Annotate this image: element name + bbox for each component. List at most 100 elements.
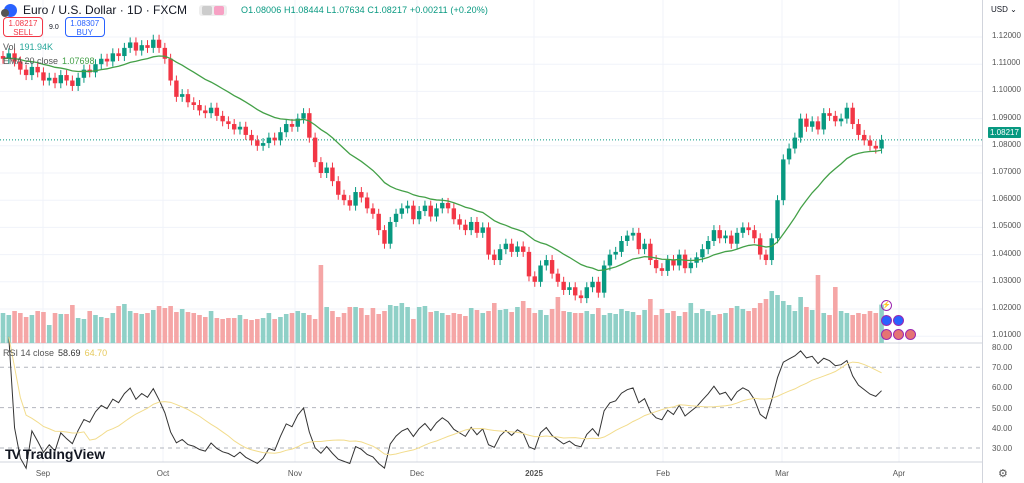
price-tick: 1.06000 xyxy=(992,194,1021,204)
time-tick: Nov xyxy=(287,469,303,478)
sell-button[interactable]: 1.08217 SELL xyxy=(3,17,43,37)
buy-button[interactable]: 1.08307 BUY xyxy=(64,17,105,37)
candle-body xyxy=(573,287,578,296)
candle-body xyxy=(208,107,214,114)
candle-body xyxy=(341,194,347,201)
volume-bar xyxy=(416,307,422,343)
candle-body xyxy=(723,235,728,239)
candle-body xyxy=(428,205,433,217)
candle-body xyxy=(266,137,272,144)
volume-bar xyxy=(775,295,780,343)
volume-bar xyxy=(867,311,873,343)
volume-bar xyxy=(561,311,566,343)
price-tick: 1.02000 xyxy=(992,303,1021,312)
price-axis[interactable]: 1.12000 1.11000 1.10000 1.09000 1.08000 1.070… xyxy=(982,0,1024,483)
candle-body xyxy=(75,77,81,86)
candle-body xyxy=(590,281,595,288)
us-flag-icon[interactable] xyxy=(893,329,904,340)
ema-legend[interactable]: EMA 20 close 1.07698 xyxy=(3,56,95,66)
volume-bar xyxy=(110,313,116,343)
rsi-line xyxy=(8,336,882,470)
us-flag-icon[interactable] xyxy=(905,329,916,340)
volume-bar xyxy=(255,319,260,343)
currency-selector[interactable]: USD ⌄ xyxy=(991,5,1017,14)
symbol-title[interactable]: Euro / U.S. Dollar · 1D · FXCM xyxy=(23,3,188,17)
candle-body xyxy=(567,287,572,290)
candle-body xyxy=(104,58,110,62)
rsi-legend[interactable]: RSI 14 close 58.69 64.70 xyxy=(3,348,107,358)
volume-bar xyxy=(480,313,486,343)
volume-bar xyxy=(798,297,803,343)
rsi-tick: 30.00 xyxy=(992,444,1013,453)
volume-bar xyxy=(387,305,393,343)
ohlc-readout: O1.08006 H1.08444 L1.07634 C1.08217 +0.0… xyxy=(241,5,488,15)
candle-body xyxy=(347,200,352,206)
volume-bar xyxy=(486,311,491,343)
volume-bar xyxy=(289,313,295,343)
candle-body xyxy=(526,251,532,277)
candle-body xyxy=(503,243,509,250)
volume-legend[interactable]: Vol 191.94K xyxy=(3,42,53,52)
time-tick: 2025 xyxy=(525,469,543,478)
candle-body xyxy=(561,281,566,290)
lightning-icon[interactable]: ⚡ xyxy=(881,300,892,311)
us-flag-icon[interactable] xyxy=(881,329,892,340)
chart-canvas[interactable] xyxy=(0,0,982,483)
volume-bar xyxy=(283,314,289,343)
price-tick: 1.07000 xyxy=(992,167,1021,176)
tradingview-logo[interactable]: TV TradingView xyxy=(5,446,105,462)
volume-bar xyxy=(168,306,173,343)
tradingview-logo-icon: TV xyxy=(5,446,21,462)
candle-body xyxy=(393,213,399,222)
candle-body xyxy=(12,53,17,62)
volume-bar xyxy=(636,315,642,343)
volume-bar xyxy=(613,314,618,343)
candle-body xyxy=(792,137,798,149)
sell-label: SELL xyxy=(13,28,33,37)
candle-body xyxy=(688,262,694,269)
volume-bar xyxy=(150,310,156,343)
dividend-icon[interactable] xyxy=(893,315,904,326)
volume-bar xyxy=(353,307,358,343)
candle-body xyxy=(260,143,266,146)
open-value: O1.08006 xyxy=(241,5,282,15)
high-value: H1.08444 xyxy=(283,5,324,15)
candle-body xyxy=(671,260,676,266)
volume-bar xyxy=(474,310,480,343)
market-status-toggle[interactable] xyxy=(199,4,228,16)
candle-body xyxy=(763,254,769,261)
volume-bar xyxy=(769,291,775,343)
volume-bar xyxy=(359,308,364,343)
gear-icon[interactable]: ⚙ xyxy=(998,468,1008,480)
volume-bar xyxy=(231,318,237,343)
volume-bar xyxy=(399,303,405,343)
candle-body xyxy=(665,260,670,271)
volume-bar xyxy=(139,314,145,343)
candle-body xyxy=(336,181,341,195)
volume-bar xyxy=(214,318,220,343)
volume-bar xyxy=(52,313,58,343)
candle-body xyxy=(151,39,156,48)
candle-body xyxy=(364,197,370,209)
time-tick: Sep xyxy=(35,469,51,478)
volume-bar xyxy=(12,311,17,343)
candle-body xyxy=(249,134,254,141)
candle-body xyxy=(58,75,63,84)
candle-body xyxy=(168,58,173,81)
candle-body xyxy=(18,61,23,70)
rsi-tick: 60.00 xyxy=(992,383,1013,393)
volume-bar xyxy=(312,319,318,343)
volume-bar xyxy=(439,313,445,343)
dividend-icon[interactable] xyxy=(881,315,892,326)
volume-bar xyxy=(457,314,462,343)
candle-body xyxy=(682,254,688,269)
candle-body xyxy=(584,287,589,299)
price-tick: 1.11000 xyxy=(992,58,1021,68)
volume-bar xyxy=(717,314,723,343)
ema-label: EMA 20 close xyxy=(3,56,59,66)
volume-bar xyxy=(46,325,52,343)
volume-bar xyxy=(29,315,35,343)
candle-body xyxy=(64,75,69,81)
volume-bar xyxy=(815,275,821,343)
volume-bar xyxy=(272,319,277,343)
